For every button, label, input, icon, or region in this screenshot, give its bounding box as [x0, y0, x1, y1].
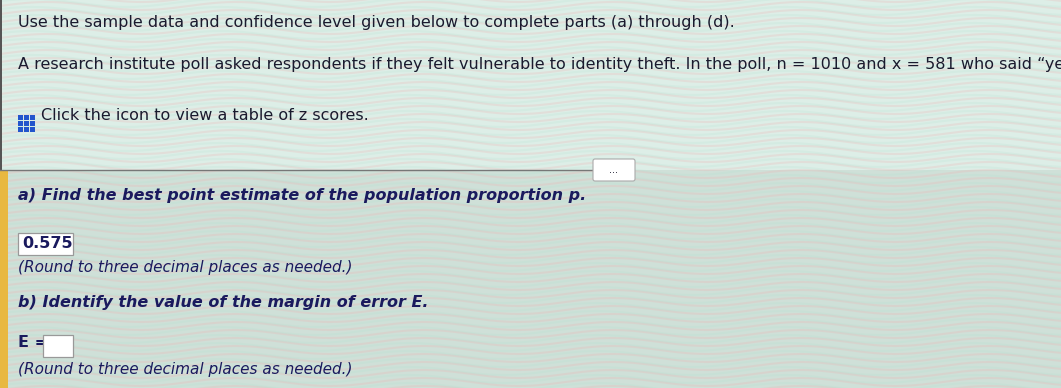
Text: (Round to three decimal places as needed.): (Round to three decimal places as needed… — [18, 362, 352, 377]
Bar — [30, 127, 35, 132]
Bar — [24, 115, 29, 120]
FancyBboxPatch shape — [593, 159, 634, 181]
Bar — [18, 127, 23, 132]
Bar — [24, 121, 29, 126]
Bar — [30, 121, 35, 126]
Text: b) Identify the value of the margin of error E.: b) Identify the value of the margin of e… — [18, 295, 429, 310]
Text: Click the icon to view a table of z scores.: Click the icon to view a table of z scor… — [41, 107, 369, 123]
Bar — [0, 170, 1061, 388]
Bar — [0, 0, 1061, 170]
Text: Use the sample data and confidence level given below to complete parts (a) throu: Use the sample data and confidence level… — [18, 15, 735, 30]
Bar — [30, 115, 35, 120]
Text: E =: E = — [18, 335, 54, 350]
Bar — [0, 170, 8, 388]
Bar — [0, 0, 2, 170]
Text: ...: ... — [609, 165, 619, 175]
Bar — [18, 121, 23, 126]
Text: (Round to three decimal places as needed.): (Round to three decimal places as needed… — [18, 260, 352, 275]
Bar — [18, 233, 73, 255]
Bar — [24, 127, 29, 132]
Text: A research institute poll asked respondents if they felt vulnerable to identity : A research institute poll asked responde… — [18, 57, 1061, 72]
Text: a) Find the best point estimate of the population proportion p.: a) Find the best point estimate of the p… — [18, 188, 587, 203]
Bar — [44, 335, 73, 357]
Bar — [18, 115, 23, 120]
Text: 0.575: 0.575 — [22, 236, 72, 251]
